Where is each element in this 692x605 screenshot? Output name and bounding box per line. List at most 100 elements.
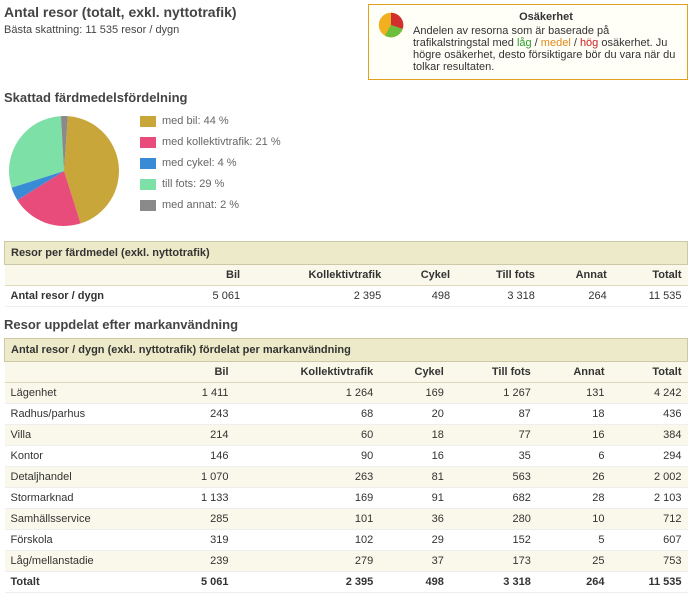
table-cell: 18 [379,425,450,446]
table-cell: 319 [167,530,235,551]
uncertainty-box: Osäkerhet Andelen av resorna som är base… [368,4,688,80]
table-cell: 2 002 [611,467,688,488]
table-cell: Detaljhandel [5,467,168,488]
legend-item: med bil: 44 % [140,111,281,132]
table-cell: 4 242 [611,383,688,404]
table-cell: 3 318 [450,572,537,593]
table-row: Antal resor / dygn5 0612 3954983 3182641… [5,286,688,307]
table-cell: 36 [379,509,450,530]
legend-swatch [140,158,156,169]
table-cell: 37 [379,551,450,572]
table-cell: 2 103 [611,488,688,509]
landuse-table: Antal resor / dygn (exkl. nyttotrafik) f… [4,338,688,593]
table-cell: 607 [611,530,688,551]
mode-chart-title: Skattad färdmedelsfördelning [4,90,688,105]
table-cell: 90 [235,446,380,467]
mode-table-title: Resor per färdmedel (exkl. nyttotrafik) [5,242,688,265]
column-header: Till fots [450,362,537,383]
table-row: Lägenhet1 4111 2641691 2671314 242 [5,383,688,404]
legend-swatch [140,137,156,148]
table-cell: 1 411 [167,383,235,404]
legend-item: med kollektivtrafik: 21 % [140,132,281,153]
legend-label: med cykel: 4 % [162,153,237,174]
table-cell: 436 [611,404,688,425]
mode-pie-chart [4,111,124,231]
estimate-line: Bästa skattning: 11 535 resor / dygn [4,24,237,36]
table-cell: 11 535 [613,286,688,307]
table-cell: 2 395 [246,286,387,307]
table-cell: 16 [379,446,450,467]
table-cell: 5 [537,530,611,551]
table-cell: 682 [450,488,537,509]
table-cell: 712 [611,509,688,530]
table-cell: 146 [167,446,235,467]
legend-swatch [140,200,156,211]
column-header: Totalt [611,362,688,383]
column-header: Cykel [379,362,450,383]
table-cell: 28 [537,488,611,509]
landuse-table-title: Antal resor / dygn (exkl. nyttotrafik) f… [5,339,688,362]
legend-item: till fots: 29 % [140,174,281,195]
table-cell: 5 061 [180,286,246,307]
table-cell: 173 [450,551,537,572]
uncertainty-title: Osäkerhet [413,11,679,23]
table-cell: 10 [537,509,611,530]
table-cell: 169 [235,488,380,509]
column-header: Totalt [613,265,688,286]
table-cell: 68 [235,404,380,425]
table-cell: 243 [167,404,235,425]
table-cell: 753 [611,551,688,572]
table-cell: 11 535 [611,572,688,593]
column-header [5,265,181,286]
uncertainty-text: Andelen av resorna som är baserade på tr… [413,25,675,73]
column-header: Annat [541,265,613,286]
legend-swatch [140,116,156,127]
table-cell: 81 [379,467,450,488]
legend-label: med annat: 2 % [162,195,239,216]
table-cell: 25 [537,551,611,572]
table-cell: 1 070 [167,467,235,488]
table-cell: 264 [537,572,611,593]
table-row: Kontor1469016356294 [5,446,688,467]
table-row: Låg/mellanstadie2392793717325753 [5,551,688,572]
table-cell: 131 [537,383,611,404]
column-header: Kollektivtrafik [246,265,387,286]
table-cell: Antal resor / dygn [5,286,181,307]
table-cell: 77 [450,425,537,446]
table-cell: 91 [379,488,450,509]
table-cell: 263 [235,467,380,488]
table-cell: 87 [450,404,537,425]
table-cell: Låg/mellanstadie [5,551,168,572]
table-cell: Lägenhet [5,383,168,404]
column-header: Bil [180,265,246,286]
table-cell: 60 [235,425,380,446]
table-cell: 1 267 [450,383,537,404]
table-row: Samhällsservice2851013628010712 [5,509,688,530]
mode-pie-legend: med bil: 44 %med kollektivtrafik: 21 %me… [140,111,281,215]
table-row: Detaljhandel1 07026381563262 002 [5,467,688,488]
table-cell: 498 [387,286,456,307]
table-cell: Radhus/parhus [5,404,168,425]
table-cell: 5 061 [167,572,235,593]
column-header: Cykel [387,265,456,286]
table-cell: Totalt [5,572,168,593]
legend-item: med cykel: 4 % [140,153,281,174]
table-cell: 101 [235,509,380,530]
legend-label: med kollektivtrafik: 21 % [162,132,281,153]
table-row: Radhus/parhus24368208718436 [5,404,688,425]
legend-label: med bil: 44 % [162,111,229,132]
table-cell: 16 [537,425,611,446]
table-row: Villa21460187716384 [5,425,688,446]
table-cell: 280 [450,509,537,530]
table-cell: Stormarknad [5,488,168,509]
table-cell: 3 318 [456,286,541,307]
table-cell: 152 [450,530,537,551]
table-cell: 18 [537,404,611,425]
table-row: Stormarknad1 13316991682282 103 [5,488,688,509]
column-header: Kollektivtrafik [235,362,380,383]
table-total-row: Totalt5 0612 3954983 31826411 535 [5,572,688,593]
column-header: Bil [167,362,235,383]
table-cell: 498 [379,572,450,593]
legend-item: med annat: 2 % [140,195,281,216]
table-cell: Kontor [5,446,168,467]
